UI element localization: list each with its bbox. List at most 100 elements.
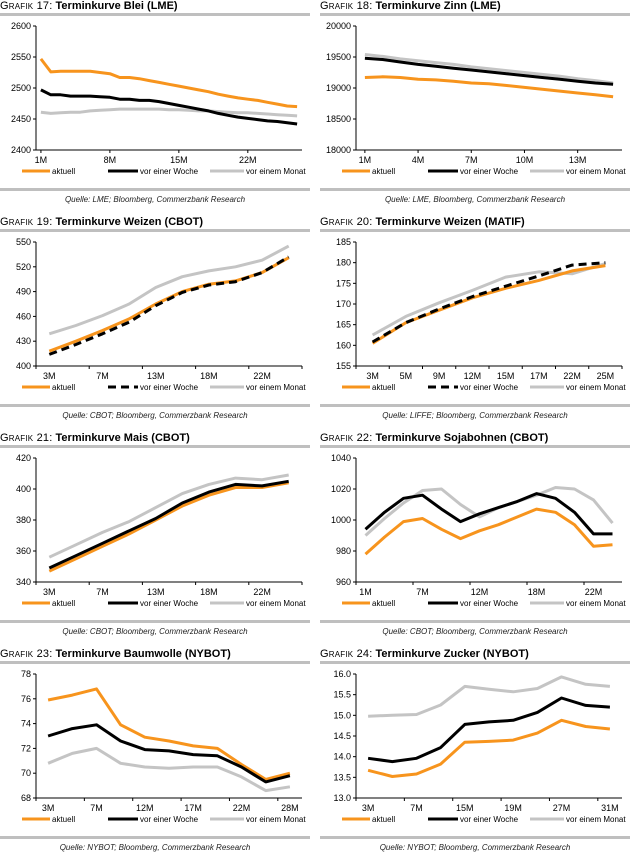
legend-label-woche: vor einer Woche xyxy=(460,599,519,608)
series-line-aktuell xyxy=(48,481,289,573)
y-tick-label: 2550 xyxy=(11,52,31,62)
line-chart: 2400 2450 2500 2550 2600 1M 8M 15M 22M aktuell vor… xyxy=(11,21,306,176)
legend-label-aktuell: aktuell xyxy=(372,383,395,392)
chart-source: Quelle: CBOT; Bloomberg, Commerzbank Res… xyxy=(62,411,248,420)
title-rule xyxy=(0,13,310,16)
series-line-monat xyxy=(371,262,606,337)
chart-source: Quelle: LME, Bloomberg, Commerzbank Rese… xyxy=(384,195,566,204)
x-tick-label: 3M xyxy=(362,803,375,813)
chart-name: Terminkurve Mais (CBOT) xyxy=(55,432,190,444)
y-tick-label: 68 xyxy=(21,793,31,803)
y-tick-label: 18000 xyxy=(326,145,351,155)
y-tick-label: 185 xyxy=(336,237,351,247)
bottom-rule xyxy=(0,188,310,191)
y-tick-label: 13.0 xyxy=(333,793,351,803)
chart-panel-blei: Grafik 17: Terminkurve Blei (LME) 2400 24… xyxy=(0,0,310,204)
legend-label-monat: vor einem Monat xyxy=(566,599,626,608)
x-tick-label: 18M xyxy=(200,587,218,597)
legend-label-monat: vor einem Monat xyxy=(246,599,306,608)
y-tick-label: 550 xyxy=(16,237,31,247)
y-tick-label: 70 xyxy=(21,768,31,778)
x-tick-label: 27M xyxy=(553,803,571,813)
y-tick-label: 460 xyxy=(16,311,31,321)
series-line-woche xyxy=(364,56,614,86)
chart-title: Grafik 24: Terminkurve Zucker (NYBOT) xyxy=(320,648,630,661)
series-line-aktuell xyxy=(364,75,614,99)
x-tick-label: 22M xyxy=(585,587,603,597)
legend-label-woche: vor einer Woche xyxy=(460,383,519,392)
bottom-rule xyxy=(320,404,630,407)
series-line-woche xyxy=(48,479,289,570)
line-chart: 68 70 72 74 76 78 3M 7M 12M 17M 22M 28M aktuell vor e… xyxy=(21,669,306,824)
chart-number: Grafik 23: xyxy=(0,648,53,660)
chart-name: Terminkurve Zucker (NYBOT) xyxy=(375,648,529,660)
series-line-aktuell xyxy=(364,507,613,556)
y-tick-label: 400 xyxy=(16,361,31,371)
x-tick-label: 15M xyxy=(170,155,188,165)
bottom-rule xyxy=(0,620,310,623)
x-tick-label: 18M xyxy=(528,587,546,597)
legend-label-aktuell: aktuell xyxy=(372,167,395,176)
x-tick-label: 7M xyxy=(90,803,103,813)
series-line-woche xyxy=(367,696,611,764)
x-tick-label: 8M xyxy=(104,155,117,165)
y-tick-label: 2600 xyxy=(11,21,31,31)
legend-label-woche: vor einer Woche xyxy=(140,599,199,608)
chart-number: Grafik 18: xyxy=(320,0,373,12)
y-tick-label: 380 xyxy=(16,515,31,525)
y-tick-label: 2400 xyxy=(11,145,31,155)
chart-source: Quelle: LME; Bloomberg, Commerzbank Rese… xyxy=(64,195,246,204)
series-line-woche xyxy=(48,255,290,356)
legend-label-woche: vor einer Woche xyxy=(460,815,519,824)
chart-number: Grafik 17: xyxy=(0,0,53,12)
y-tick-label: 420 xyxy=(16,453,31,463)
y-tick-label: 430 xyxy=(16,336,31,346)
x-tick-label: 28M xyxy=(281,803,299,813)
x-tick-label: 7M xyxy=(410,803,423,813)
y-tick-label: 2450 xyxy=(11,114,31,124)
y-tick-label: 160 xyxy=(336,340,351,350)
y-tick-label: 15.5 xyxy=(333,690,351,700)
legend-label-aktuell: aktuell xyxy=(52,599,75,608)
bottom-rule xyxy=(320,188,630,191)
line-chart: 340 360 380 400 420 3M 7M 13M 18M 22M aktuell vor e… xyxy=(16,453,306,608)
bottom-rule xyxy=(320,836,630,839)
y-tick-label: 400 xyxy=(16,484,31,494)
y-tick-label: 180 xyxy=(336,258,351,268)
chart-source: Quelle: LIFFE; Bloomberg, Commerzbank Re… xyxy=(382,411,568,420)
x-tick-label: 22M xyxy=(233,803,251,813)
y-tick-label: 520 xyxy=(16,262,31,272)
y-tick-label: 13.5 xyxy=(333,772,351,782)
y-tick-label: 2500 xyxy=(11,83,31,93)
bottom-rule xyxy=(0,404,310,407)
y-tick-label: 175 xyxy=(336,278,351,288)
x-tick-label: 3M xyxy=(42,803,55,813)
y-tick-label: 490 xyxy=(16,287,31,297)
series-line-monat xyxy=(48,473,289,559)
legend-label-aktuell: aktuell xyxy=(52,815,75,824)
series-line-aktuell xyxy=(39,57,298,109)
series-line-woche xyxy=(364,492,613,536)
x-tick-label: 3M xyxy=(366,371,379,381)
y-tick-label: 74 xyxy=(21,719,31,729)
legend-label-monat: vor einem Monat xyxy=(246,383,306,392)
x-tick-label: 15M xyxy=(456,803,474,813)
x-tick-label: 1M xyxy=(359,587,372,597)
legend-label-monat: vor einem Monat xyxy=(246,167,306,176)
legend-label-monat: vor einem Monat xyxy=(566,815,626,824)
y-tick-label: 155 xyxy=(336,361,351,371)
series-line-woche xyxy=(40,88,298,126)
chart-source: Quelle: CBOT; Bloomberg, Commerzbank Res… xyxy=(62,627,248,636)
x-tick-label: 7M xyxy=(96,371,109,381)
chart-name: Terminkurve Weizen (MATIF) xyxy=(375,216,525,228)
x-tick-label: 22M xyxy=(239,155,257,165)
chart-title: Grafik 19: Terminkurve Weizen (CBOT) xyxy=(0,216,310,229)
x-tick-label: 15M xyxy=(497,371,515,381)
bottom-rule xyxy=(320,620,630,623)
y-tick-label: 18500 xyxy=(326,114,351,124)
series-line-aktuell xyxy=(47,687,291,781)
x-tick-label: 4M xyxy=(412,155,425,165)
title-rule xyxy=(320,13,630,16)
legend-label-woche: vor einer Woche xyxy=(140,815,199,824)
chart-number: Grafik 22: xyxy=(320,432,373,444)
